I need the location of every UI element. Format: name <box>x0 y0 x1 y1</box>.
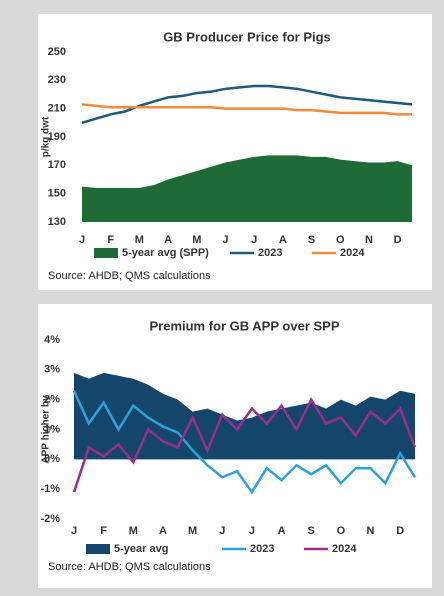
y-tick-label: 0% <box>44 453 60 465</box>
area <box>82 155 412 222</box>
x-tick-label: A <box>278 525 286 537</box>
y-tick-label: 150 <box>48 188 66 200</box>
line <box>81 103 412 116</box>
x-tick-label: D <box>396 525 404 537</box>
x-tick-label: J <box>79 234 85 246</box>
y-tick-label: 4% <box>44 334 60 346</box>
y-tick-label: -2% <box>40 513 60 525</box>
legend-label: 5-year avg (SPP) <box>122 247 209 259</box>
legend-swatch <box>94 248 118 258</box>
y-tick-label: 1% <box>44 423 60 435</box>
x-tick-label: A <box>279 234 287 246</box>
legend-label: 2023 <box>250 543 274 555</box>
legend-swatch <box>86 544 110 554</box>
x-tick-label: M <box>129 525 138 537</box>
legend-label: 2024 <box>340 247 365 259</box>
x-tick-label: A <box>164 234 172 246</box>
x-tick-label: J <box>251 234 257 246</box>
x-tick-label: A <box>159 525 167 537</box>
x-tick-label: O <box>336 234 345 246</box>
legend-label: 2024 <box>332 543 357 555</box>
y-tick-label: -1% <box>40 483 60 495</box>
line <box>72 390 417 495</box>
source-note: Source: AHDB; QMS calculations <box>48 561 211 573</box>
x-tick-label: M <box>135 234 144 246</box>
y-tick-label: 230 <box>48 74 66 86</box>
x-tick-label: S <box>308 234 315 246</box>
chart-title: GB Producer Price for Pigs <box>163 29 331 44</box>
x-tick-label: F <box>100 525 107 537</box>
y-tick-label: 170 <box>48 159 66 171</box>
y-axis-label: APP higher by <box>41 395 52 464</box>
x-tick-label: J <box>219 525 225 537</box>
x-tick-label: J <box>249 525 255 537</box>
x-tick-label: J <box>71 525 77 537</box>
source-note: Source: AHDB; QMS calculations <box>48 270 211 282</box>
legend-label: 5-year avg <box>114 543 168 555</box>
x-tick-label: F <box>107 234 114 246</box>
line <box>72 397 417 493</box>
legend-label: 2023 <box>258 247 282 259</box>
x-tick-label: N <box>367 525 375 537</box>
y-tick-label: 250 <box>48 46 66 58</box>
y-tick-label: 3% <box>44 364 60 376</box>
y-axis-label: p/kg dwt <box>41 116 52 157</box>
y-tick-label: 130 <box>48 216 66 228</box>
panel <box>38 14 432 290</box>
x-tick-label: N <box>365 234 373 246</box>
chart-title: Premium for GB APP over SPP <box>149 318 339 333</box>
y-tick-label: 2% <box>44 394 60 406</box>
x-tick-label: M <box>192 234 201 246</box>
x-tick-label: D <box>394 234 402 246</box>
x-tick-label: O <box>337 525 346 537</box>
y-tick-label: 190 <box>48 131 66 143</box>
y-tick-label: 210 <box>48 103 66 115</box>
x-tick-label: J <box>222 234 228 246</box>
x-tick-label: M <box>188 525 197 537</box>
x-tick-label: S <box>308 525 315 537</box>
